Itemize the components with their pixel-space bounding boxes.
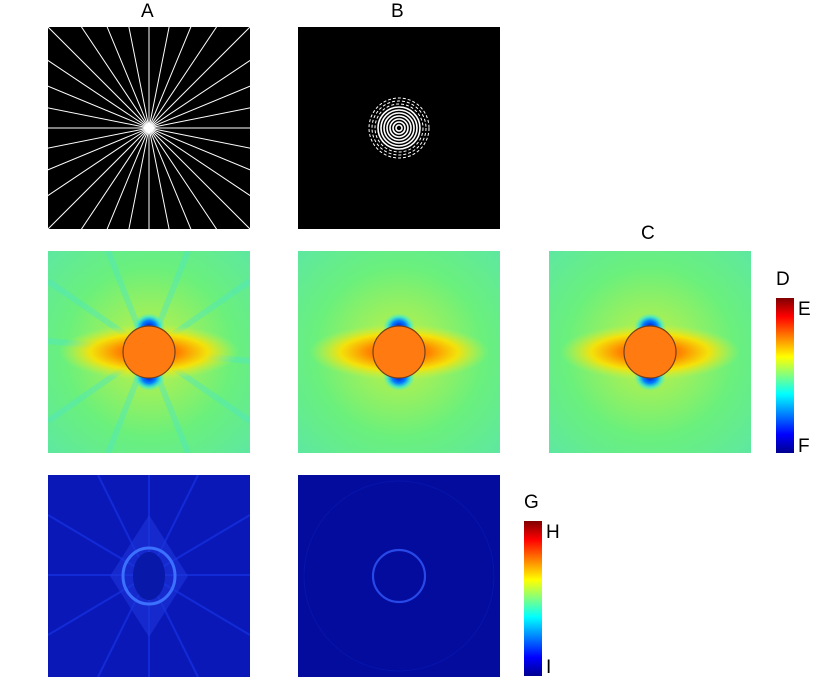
ring [386,115,412,141]
column-label-b: B [391,1,404,22]
field-map-c [549,251,751,453]
k-space-rings-panel [298,27,500,229]
radial-lines-image [48,27,250,229]
ring [368,97,430,159]
colorbar-top-min: F [798,436,810,457]
colorbar-bottom-min: I [546,657,552,678]
ring [371,100,427,156]
colorbar-bottom [524,521,542,676]
concentric-rings-image [298,27,500,229]
error-map-b-image [298,475,500,677]
ring [377,106,421,150]
radial-line [48,107,250,149]
ring [374,103,424,153]
ring [389,118,409,138]
ring [392,121,406,135]
field-map-a-image [48,251,250,453]
sampling-pattern-panel [48,27,250,229]
colorbar-bottom-max: H [546,522,560,543]
field-map-b-image [298,251,500,453]
colorbar-bottom-title: G [524,492,539,513]
column-label-a: A [141,1,154,22]
error-map-a-image [48,475,250,677]
error-map-b [298,475,500,677]
colorbar-top-max: E [798,299,811,320]
colorbar-top [776,298,794,453]
field-map-b [298,251,500,453]
ring [380,109,418,147]
ring [383,112,415,144]
ring [395,124,403,132]
colorbar-top-title: D [776,269,790,290]
field-map-a [48,251,250,453]
column-label-c: C [641,223,655,244]
field-map-c-image [549,251,751,453]
error-map-a [48,475,250,677]
